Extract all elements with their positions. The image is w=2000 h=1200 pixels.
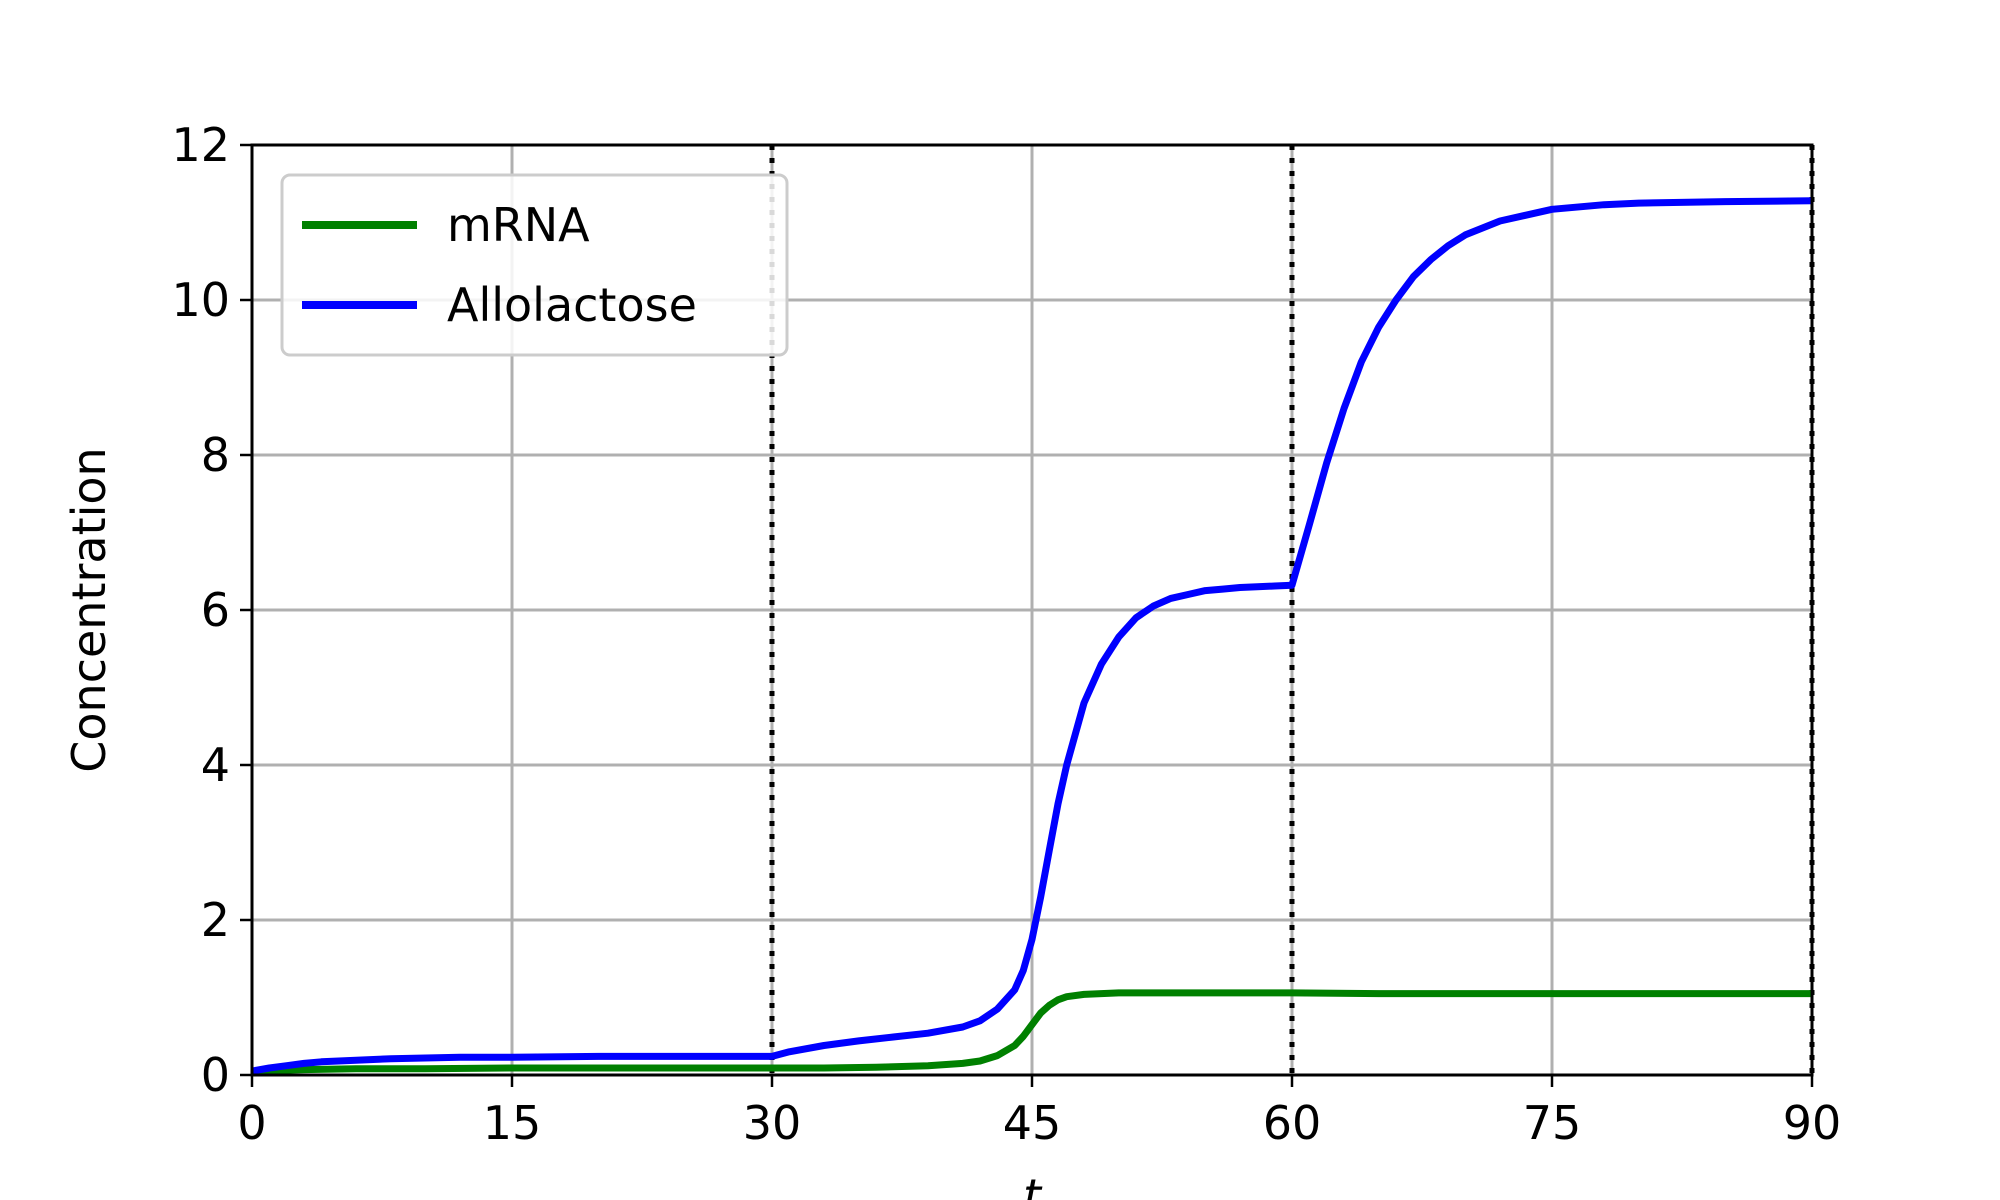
y-tick-label: 12 [171,118,230,172]
y-tick-label: 4 [201,738,230,792]
series-line-allolactose [251,197,1813,1075]
legend: mRNA Allolactose [280,173,789,357]
x-tick-label: 90 [1783,1096,1842,1150]
y-tick-label: 2 [201,893,230,947]
x-tick-label: 75 [1523,1096,1582,1150]
legend-label: Allolactose [447,278,697,332]
x-axis-label: t [1023,1169,1043,1200]
legend-label: mRNA [447,198,590,252]
legend-box [280,173,789,357]
y-tick-label: 10 [171,273,230,327]
y-axis-label: Concentration [62,447,116,772]
x-tick-label: 30 [743,1096,802,1150]
y-tick-label: 0 [201,1048,230,1102]
x-tick-label: 60 [1263,1096,1322,1150]
x-tick-label: 0 [237,1096,266,1150]
y-tick-label: 8 [201,428,230,482]
axis-ticks: 0 15 30 45 60 75 90 0 2 4 6 8 10 12 [171,118,1841,1150]
y-tick-label: 6 [201,583,230,637]
x-tick-label: 45 [1003,1096,1062,1150]
series-line-mrna [251,989,1812,1075]
x-tick-label: 15 [483,1096,542,1150]
series-lines [251,197,1813,1075]
